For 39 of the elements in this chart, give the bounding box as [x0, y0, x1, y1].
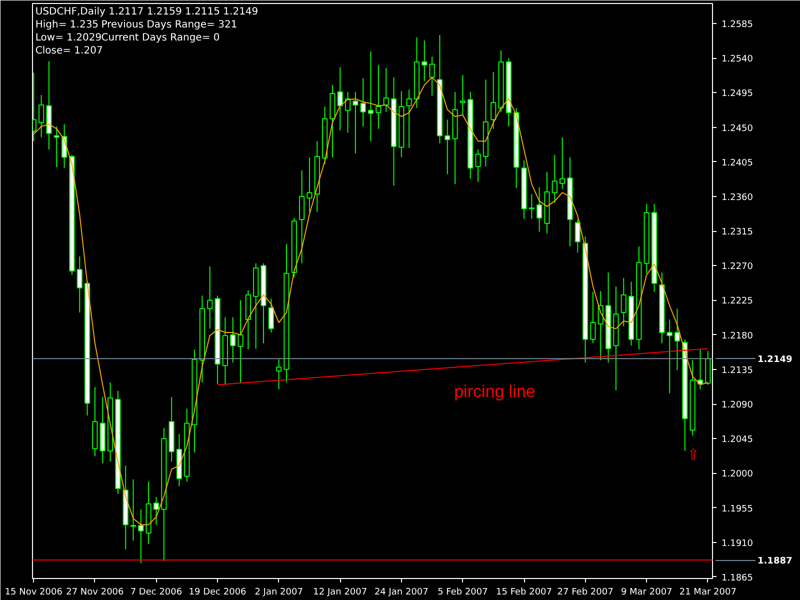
y-tick-label: 1.2540 — [722, 54, 754, 65]
annotation: Current Days Range= 0 — [101, 32, 220, 44]
ref-line-label: 1.1887 — [758, 556, 792, 567]
y-tick-label: 1.2045 — [722, 435, 753, 446]
annotation: Close= 1.207 — [35, 46, 103, 56]
x-tick-label: 2 Jan 2007 — [254, 588, 303, 598]
y-tick-label: 1.2360 — [722, 192, 754, 203]
x-tick-label: 5 Feb 2007 — [438, 588, 488, 598]
y-tick-label: 1.1955 — [722, 504, 753, 514]
x-tick-label: 7 Dec 2006 — [130, 588, 182, 598]
y-tick-label: 1.2180 — [722, 331, 754, 342]
annotation: pircing line — [454, 382, 536, 402]
y-tick-label: 1.2135 — [722, 366, 753, 376]
x-tick-label: 24 Jan 2007 — [374, 588, 428, 598]
y-tick-label: 1.2090 — [722, 400, 754, 410]
x-tick-label: 27 Nov 2006 — [66, 588, 124, 598]
y-tick-label: 1.2000 — [722, 470, 754, 480]
ref-line-label: 1.2149 — [758, 355, 792, 366]
x-tick-label: 19 Dec 2006 — [188, 588, 247, 598]
x-tick-label: 15 Nov 2006 — [4, 588, 63, 598]
annotation: Low= 1.2029 — [35, 32, 102, 44]
x-tick-label: 21 Mar 2007 — [679, 588, 736, 598]
x-tick-label: 15 Feb 2007 — [496, 588, 552, 598]
annotation: ⇧ — [686, 446, 700, 464]
y-tick-label: 1.2495 — [722, 89, 753, 100]
y-tick-label: 1.2585 — [722, 20, 753, 30]
x-tick-label: 9 Mar 2007 — [620, 588, 672, 598]
y-tick-label: 1.2450 — [722, 124, 754, 134]
x-tick-label: 12 Jan 2007 — [313, 588, 368, 598]
chart-title: USDCHF,Daily 1.2117 1.2159 1.2115 1.2149 — [35, 6, 258, 18]
y-tick-label: 1.1910 — [722, 538, 754, 549]
annotation: Previous Days Range= 321 — [101, 20, 238, 30]
y-tick-label: 1.2315 — [722, 228, 753, 238]
x-tick-label: 27 Feb 2007 — [557, 588, 614, 598]
y-tick-label: 1.2270 — [722, 262, 754, 272]
y-tick-label: 1.2405 — [722, 158, 753, 168]
annotation: High= 1.235 — [35, 20, 99, 30]
y-tick-label: 1.1865 — [722, 573, 753, 584]
y-tick-label: 1.2225 — [722, 296, 753, 307]
